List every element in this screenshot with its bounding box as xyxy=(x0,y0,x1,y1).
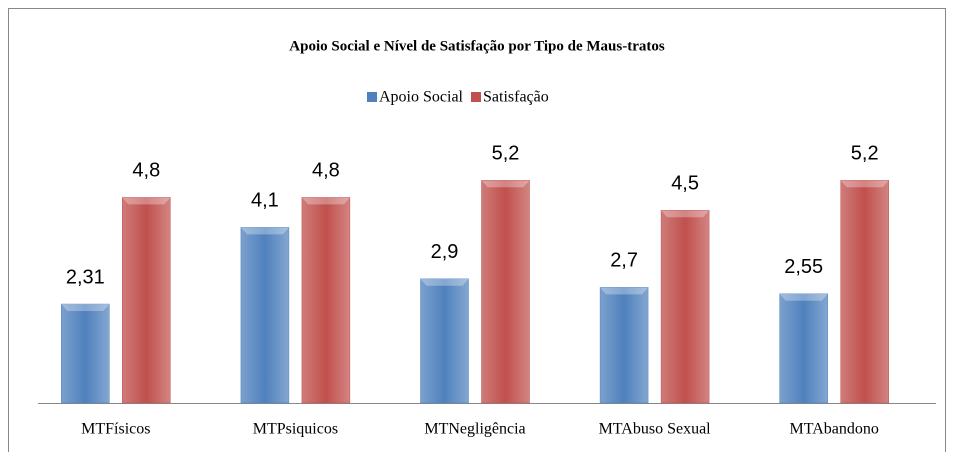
bar-bevel xyxy=(600,287,649,295)
x-tick-label: MTPsiquicos xyxy=(253,421,338,438)
data-label: 2,9 xyxy=(431,241,459,263)
bar xyxy=(420,278,469,404)
data-label: 4,8 xyxy=(132,160,160,182)
x-tick-label: MTAbuso Sexual xyxy=(599,421,712,438)
chart-title: Apoio Social e Nível de Satisfação por T… xyxy=(289,38,665,54)
data-label: 2,31 xyxy=(66,266,105,288)
x-tick-label: MTAbandono xyxy=(790,421,879,438)
bar-bevel xyxy=(420,278,469,286)
legend-label: Apoio Social xyxy=(379,89,464,106)
bar xyxy=(840,180,889,404)
bar-bevel xyxy=(61,304,110,312)
bar xyxy=(660,210,710,404)
bar xyxy=(599,287,649,404)
data-label: 5,2 xyxy=(492,143,520,165)
bar xyxy=(61,303,110,404)
data-label: 4,5 xyxy=(671,173,699,195)
data-label: 2,55 xyxy=(784,256,823,278)
legend-swatch xyxy=(367,92,377,102)
legend-label: Satisfação xyxy=(483,89,549,106)
bar xyxy=(240,227,290,404)
bar-bevel xyxy=(481,180,530,188)
bar-bevel xyxy=(122,197,171,205)
x-tick-label: MTNegligência xyxy=(424,421,525,438)
bar xyxy=(779,293,828,404)
data-label: 5,2 xyxy=(851,143,879,165)
bar xyxy=(301,197,351,404)
bar-bevel xyxy=(779,293,828,301)
data-label: 4,1 xyxy=(251,190,279,212)
bar-bevel xyxy=(301,197,350,205)
bar xyxy=(122,197,171,404)
bar xyxy=(481,180,530,404)
legend-swatch xyxy=(471,92,481,102)
x-tick-label: MTFísicos xyxy=(81,421,150,438)
bar-bevel xyxy=(240,227,289,235)
data-label: 2,7 xyxy=(610,250,638,272)
data-label: 4,8 xyxy=(312,160,340,182)
bar-bevel xyxy=(840,180,889,188)
bar-bevel xyxy=(661,210,710,218)
